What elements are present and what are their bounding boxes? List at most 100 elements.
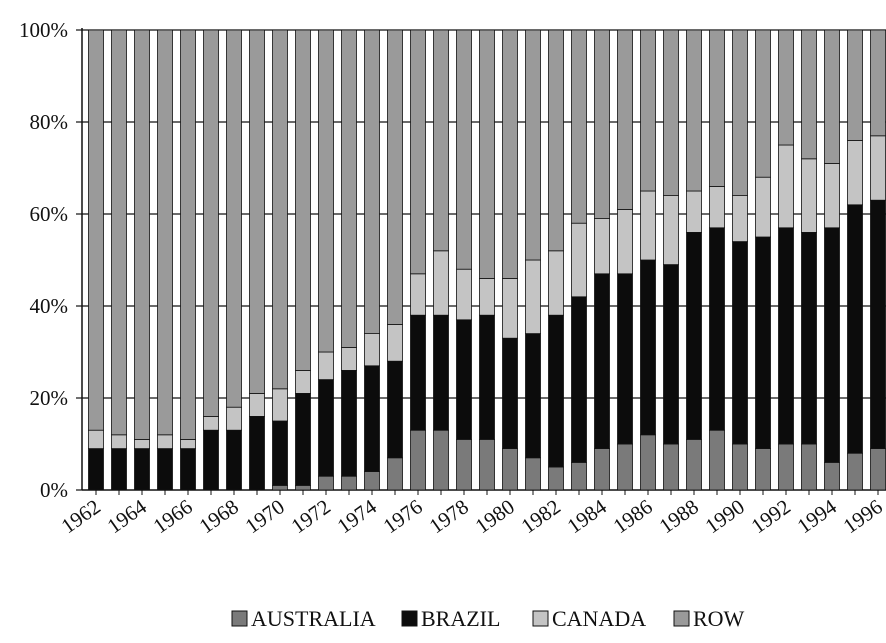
bar-australia-1984 [594, 448, 610, 491]
bar-row-1983 [571, 29, 587, 224]
bar-australia-1976 [410, 429, 426, 491]
bar-brazil-1981 [525, 333, 541, 459]
bar-australia-1995 [847, 452, 863, 491]
y-tick-label: 0% [40, 478, 68, 502]
bar-brazil-1962 [88, 448, 104, 491]
bar-canada-1995 [847, 139, 863, 206]
bar-row-1963 [111, 29, 127, 436]
bar-australia-1977 [433, 429, 449, 491]
bar-row-1968 [226, 29, 242, 408]
x-tick-label: 1964 [103, 494, 152, 538]
bar-brazil-1970 [272, 420, 288, 486]
bar-row-1979 [479, 29, 495, 279]
legend-swatch-australia [231, 610, 248, 627]
y-tick-label: 20% [30, 386, 69, 410]
bar-australia-1996 [870, 448, 886, 491]
bar-canada-1994 [824, 162, 840, 229]
bar-canada-1968 [226, 406, 242, 431]
bar-canada-1993 [801, 158, 817, 233]
bar-canada-1975 [387, 323, 403, 362]
bar-row-1993 [801, 29, 817, 160]
bar-row-1981 [525, 29, 541, 261]
bar-brazil-1977 [433, 314, 449, 431]
bar-canada-1980 [502, 277, 518, 339]
bar-brazil-1996 [870, 199, 886, 449]
bar-canada-1977 [433, 250, 449, 316]
legend-swatch-row [673, 610, 690, 627]
bar-australia-1993 [801, 443, 817, 491]
bar-canada-1978 [456, 268, 472, 321]
x-tick-label: 1970 [241, 494, 289, 538]
bar-canada-1985 [617, 208, 633, 275]
bar-brazil-1983 [571, 296, 587, 463]
bar-canada-1982 [548, 250, 564, 316]
bar-canada-1989 [709, 185, 725, 229]
bar-canada-1981 [525, 259, 541, 334]
bar-row-1972 [318, 29, 334, 353]
x-tick-label: 1984 [563, 494, 612, 538]
bar-row-1988 [686, 29, 702, 192]
bar-australia-1991 [755, 448, 771, 491]
bar-brazil-1976 [410, 314, 426, 431]
legend-label-canada: CANADA [552, 606, 646, 631]
bar-row-1967 [203, 29, 219, 417]
bar-australia-1972 [318, 475, 334, 491]
bar-row-1974 [364, 29, 380, 335]
bar-row-1965 [157, 29, 173, 436]
bar-canada-1996 [870, 135, 886, 201]
bar-row-1969 [249, 29, 265, 394]
bar-australia-1982 [548, 466, 564, 491]
bar-australia-1990 [732, 443, 748, 491]
bar-brazil-1972 [318, 379, 334, 477]
bar-canada-1974 [364, 333, 380, 367]
x-tick-label: 1974 [333, 494, 382, 538]
bar-brazil-1985 [617, 273, 633, 445]
bar-row-1980 [502, 29, 518, 279]
bar-row-1992 [778, 29, 794, 146]
bar-canada-1979 [479, 277, 495, 316]
bar-canada-1988 [686, 190, 702, 233]
bar-canada-1983 [571, 222, 587, 298]
legend-swatch-brazil [401, 610, 418, 627]
bar-australia-1987 [663, 443, 679, 491]
bar-brazil-1984 [594, 273, 610, 449]
bar-brazil-1980 [502, 337, 518, 450]
bar-row-1994 [824, 29, 840, 164]
bar-row-1984 [594, 29, 610, 220]
bar-brazil-1993 [801, 231, 817, 445]
bar-canada-1990 [732, 195, 748, 243]
bar-brazil-1968 [226, 429, 242, 491]
bar-row-1989 [709, 29, 725, 187]
bar-brazil-1978 [456, 319, 472, 440]
y-tick-label: 60% [30, 202, 69, 226]
y-tick-label: 80% [30, 110, 69, 134]
bar-canada-1976 [410, 273, 426, 316]
bar-row-1971 [295, 29, 311, 371]
bar-australia-1974 [364, 471, 380, 491]
bar-row-1987 [663, 29, 679, 197]
bar-canada-1967 [203, 415, 219, 431]
bar-canada-1992 [778, 144, 794, 229]
bar-row-1976 [410, 29, 426, 275]
bar-australia-1973 [341, 475, 357, 491]
bar-brazil-1994 [824, 227, 840, 463]
x-tick-label: 1990 [701, 494, 749, 538]
bar-brazil-1971 [295, 392, 311, 486]
bar-australia-1985 [617, 443, 633, 491]
x-tick-label: 1980 [471, 494, 519, 538]
bar-row-1962 [88, 29, 104, 431]
bar-australia-1971 [295, 484, 311, 491]
bar-australia-1970 [272, 484, 288, 491]
bar-brazil-1988 [686, 231, 702, 440]
bar-brazil-1992 [778, 227, 794, 445]
bar-brazil-1975 [387, 360, 403, 459]
bar-australia-1983 [571, 461, 587, 491]
bar-brazil-1969 [249, 415, 265, 491]
bar-brazil-1986 [640, 259, 656, 436]
bar-brazil-1966 [180, 448, 196, 491]
bar-brazil-1964 [134, 448, 150, 491]
bar-australia-1994 [824, 461, 840, 491]
x-tick-label: 1968 [195, 494, 243, 538]
bar-brazil-1995 [847, 204, 863, 454]
